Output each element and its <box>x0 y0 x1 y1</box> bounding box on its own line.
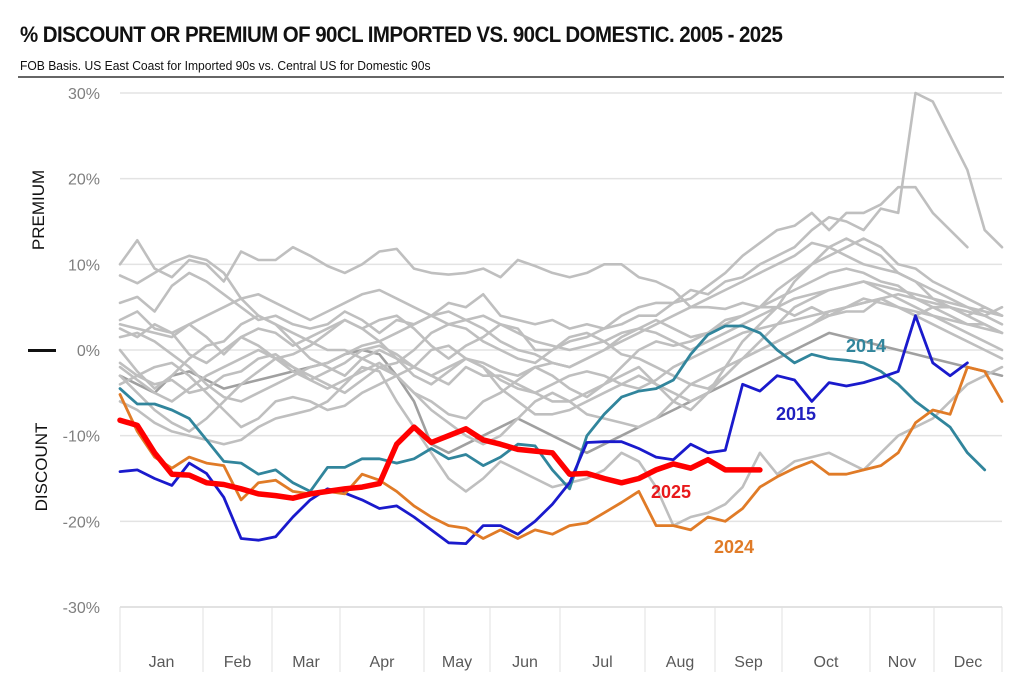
series-line-2014 <box>118 324 987 493</box>
chart-title: % DISCOUNT OR PREMIUM OF 90CL IMPORTED V… <box>20 22 783 47</box>
y-tick-label: -20% <box>63 514 100 531</box>
series-line-gray-09 <box>118 365 1004 527</box>
highlighted-year-lines <box>117 314 1004 545</box>
series-line-2015 <box>118 314 969 545</box>
x-tick-label: Dec <box>954 654 982 671</box>
series-line-gray-05 <box>118 241 1004 395</box>
y-tick-label: 10% <box>68 257 100 274</box>
gridlines <box>120 92 1002 523</box>
chart-subtitle: FOB Basis. US East Coast for Imported 90… <box>20 58 431 73</box>
x-tick-label: Jun <box>512 654 538 671</box>
series-line-gray-01 <box>118 239 1004 318</box>
series-line-gray-08 <box>118 280 1004 433</box>
y-tick-label: 20% <box>68 172 100 189</box>
background-year-lines <box>118 91 1004 527</box>
series-line-gray-02 <box>118 237 1004 412</box>
x-tick-label: Nov <box>888 654 916 671</box>
series-annotations: 2014 2015 2025 2024 <box>651 336 886 557</box>
annotation-2025: 2025 <box>651 482 691 502</box>
annotation-2015: 2015 <box>776 404 816 424</box>
series-line-2024 <box>118 365 1004 540</box>
annotation-2024: 2024 <box>714 537 754 557</box>
series-line-gray-13 <box>118 297 1004 446</box>
x-tick-label: May <box>442 654 472 671</box>
x-tick-label: Sep <box>734 654 763 671</box>
y-axis-label-discount: DISCOUNT <box>32 423 51 512</box>
y-tick-label: 0% <box>77 343 100 360</box>
series-line-gray-03 <box>118 185 969 335</box>
x-tick-label: Feb <box>224 654 252 671</box>
annotation-2014: 2014 <box>846 336 886 356</box>
x-tick-label: Aug <box>666 654 694 671</box>
x-tick-label: Jul <box>592 654 612 671</box>
x-tick-label: Oct <box>814 654 839 671</box>
x-tick-label: Jan <box>149 654 175 671</box>
y-tick-label: -10% <box>63 429 100 446</box>
y-tick-label: 30% <box>68 86 100 103</box>
x-axis-category-boxes: Jan Feb Mar Apr May Jun Jul Aug Sep Oct Nov Dec <box>119 606 1003 672</box>
title-divider <box>18 76 1004 78</box>
x-tick-label: Mar <box>292 654 320 671</box>
series-line-2025 <box>117 417 763 501</box>
series-line-gray-04 <box>118 91 1004 360</box>
y-axis-label-premium: PREMIUM <box>29 170 48 250</box>
series-line-gray-14-dark <box>118 331 1004 455</box>
y-tick-label: -30% <box>63 600 100 617</box>
x-tick-label: Apr <box>370 654 396 671</box>
y-axis-ticks: 30% 20% 10% 0% -10% -20% -30% <box>63 86 100 617</box>
zero-marker <box>28 349 56 352</box>
